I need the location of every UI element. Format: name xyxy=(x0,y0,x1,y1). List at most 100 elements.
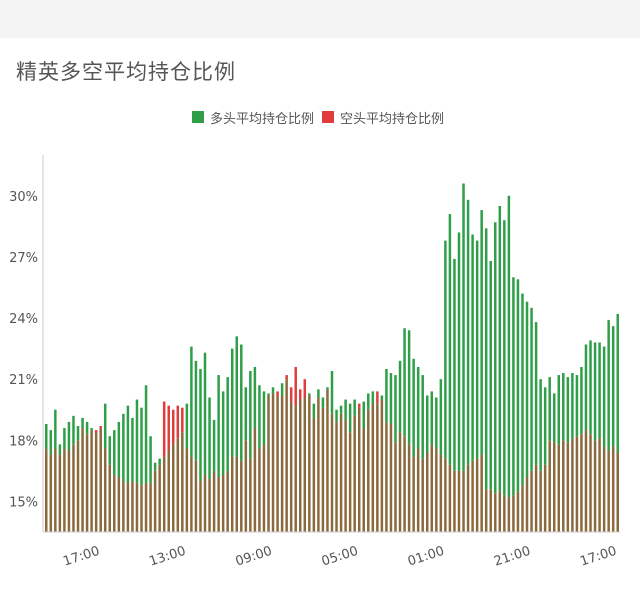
bar-pair xyxy=(403,328,406,532)
bar-overlap xyxy=(253,428,257,532)
bar-pair xyxy=(362,401,365,532)
bar-long xyxy=(412,358,415,457)
legend[interactable]: 多头平均持仓比例 空头平均持仓比例 xyxy=(192,108,452,127)
bar-overlap xyxy=(416,448,420,532)
bar-long xyxy=(457,232,461,471)
bar-overlap xyxy=(54,448,57,532)
bar-overlap xyxy=(149,483,152,532)
bar-long xyxy=(317,389,320,398)
bar-overlap xyxy=(539,470,542,532)
bar-pair xyxy=(389,373,393,532)
bar-long xyxy=(462,183,465,471)
bar-long xyxy=(552,393,556,443)
bar-pair xyxy=(521,293,524,532)
bar-pair xyxy=(530,307,533,532)
bar-pair xyxy=(616,313,619,532)
bar-long xyxy=(466,199,470,465)
bar-long xyxy=(616,313,619,453)
bar-long xyxy=(430,391,434,445)
bar-overlap xyxy=(371,403,375,532)
bar-overlap xyxy=(525,476,529,532)
bar-short xyxy=(376,391,379,404)
bar-overlap xyxy=(58,454,62,532)
bar-long xyxy=(611,326,615,447)
top-strip xyxy=(0,0,640,38)
bar-pair xyxy=(607,320,610,532)
bar-long xyxy=(108,436,112,465)
bar-pair xyxy=(235,336,238,532)
bar-long xyxy=(353,399,356,416)
bar-pair xyxy=(294,366,297,532)
bar-long xyxy=(602,346,606,447)
bar-overlap xyxy=(113,474,116,532)
bar-long xyxy=(534,322,538,465)
bar-pair xyxy=(45,423,48,532)
bar-long xyxy=(407,330,411,445)
bar-pair xyxy=(131,417,134,532)
bar-long xyxy=(557,375,561,445)
bar-pair xyxy=(407,330,411,532)
bar-overlap xyxy=(530,470,533,532)
bar-overlap xyxy=(339,413,343,532)
bar-long xyxy=(153,462,157,471)
bar-long xyxy=(54,409,57,449)
bar-pair xyxy=(575,375,579,532)
bar-long xyxy=(580,366,583,435)
bar-overlap xyxy=(99,428,102,532)
bar-overlap xyxy=(181,432,184,532)
legend-item-long[interactable]: 多头平均持仓比例 xyxy=(192,108,314,127)
bar-pair xyxy=(580,366,583,532)
bar-long xyxy=(584,344,588,431)
bar-long xyxy=(203,352,207,475)
legend-swatch-long xyxy=(192,111,204,123)
bar-pair xyxy=(398,360,402,532)
bar-pair xyxy=(240,344,243,532)
bar-pair xyxy=(63,428,66,532)
bar-long xyxy=(199,368,202,482)
bar-short xyxy=(299,389,302,400)
bar-pair xyxy=(339,405,343,532)
bar-overlap xyxy=(262,444,266,532)
bar-long xyxy=(244,387,248,441)
bar-long xyxy=(235,336,238,457)
bar-long xyxy=(126,405,130,484)
bar-long xyxy=(494,222,497,494)
bar-overlap xyxy=(72,444,75,532)
bar-pair xyxy=(280,383,284,532)
bar-overlap xyxy=(575,436,579,532)
bar-pair xyxy=(489,260,492,532)
bar-short xyxy=(357,403,361,408)
bar-overlap xyxy=(122,481,125,532)
legend-item-short[interactable]: 空头平均持仓比例 xyxy=(322,108,444,127)
bar-long xyxy=(416,366,420,449)
bar-overlap xyxy=(194,460,198,532)
y-tick-label: 15% xyxy=(9,495,38,510)
bar-pair xyxy=(249,371,252,532)
bar-overlap xyxy=(407,444,411,532)
bar-pair xyxy=(158,458,161,532)
bar-pair xyxy=(58,444,62,532)
bar-overlap xyxy=(85,434,89,532)
bar-long xyxy=(90,428,93,431)
bar-short xyxy=(162,401,166,457)
bar-long xyxy=(208,397,211,480)
bar-overlap xyxy=(285,379,288,532)
bar-overlap xyxy=(294,405,297,532)
bar-long xyxy=(448,214,452,465)
bar-pair xyxy=(571,373,574,532)
bar-short xyxy=(99,426,102,429)
bar-long xyxy=(475,240,479,459)
bar-long xyxy=(530,307,533,471)
bar-overlap xyxy=(199,481,202,532)
bar-long xyxy=(85,421,89,435)
bar-overlap xyxy=(140,485,143,532)
bar-overlap xyxy=(299,399,302,532)
bar-overlap xyxy=(385,421,388,532)
bar-overlap xyxy=(185,448,189,532)
bar-pair xyxy=(335,409,338,532)
bar-pair xyxy=(326,387,329,532)
bar-overlap xyxy=(276,395,279,532)
bar-long xyxy=(439,379,443,455)
bar-pair xyxy=(103,403,107,532)
bar-pair xyxy=(140,407,143,532)
